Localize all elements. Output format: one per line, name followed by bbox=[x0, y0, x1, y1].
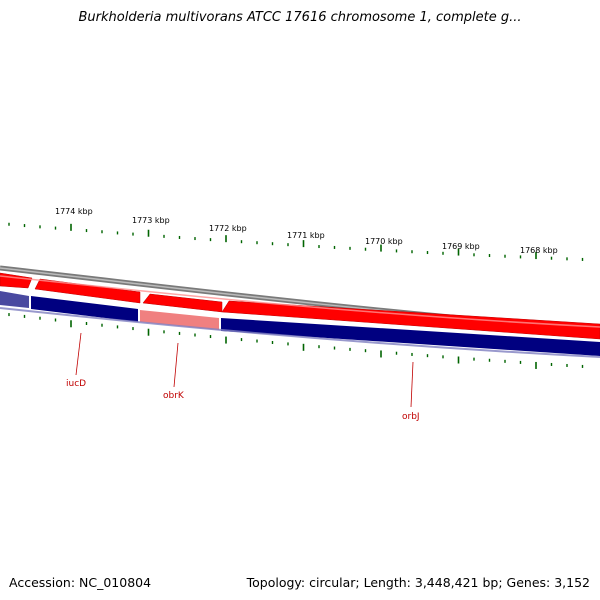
gene-forward-3[interactable] bbox=[142, 293, 223, 313]
ruler-label-1769: 1769 kbp bbox=[442, 242, 480, 251]
leader-line-orbJ bbox=[410, 361, 414, 408]
gene-forward-1[interactable] bbox=[0, 272, 33, 289]
gene-reverse-iucD[interactable] bbox=[31, 296, 138, 322]
gene-label-obrK[interactable]: obrK bbox=[163, 391, 185, 401]
map-title: Burkholderia multivorans ATCC 17616 chro… bbox=[78, 10, 522, 25]
ruler-labels: 1774 kbp 1773 kbp 1772 kbp 1771 kbp 1770… bbox=[55, 207, 558, 255]
ruler-label-1773: 1773 kbp bbox=[132, 216, 170, 225]
gene-reverse-1[interactable] bbox=[0, 291, 29, 308]
gene-reverse-orbJ[interactable] bbox=[221, 318, 600, 356]
forward-strand-track bbox=[0, 272, 600, 340]
ruler-label-1772: 1772 kbp bbox=[209, 224, 247, 233]
outer-ruler-ticks bbox=[8, 222, 584, 261]
gene-label-orbJ[interactable]: orbJ bbox=[402, 412, 420, 422]
accession-text: Accession: NC_010804 bbox=[9, 575, 152, 590]
ruler-label-1768: 1768 kbp bbox=[520, 246, 558, 255]
ruler-label-1774: 1774 kbp bbox=[55, 207, 93, 216]
gene-reverse-obrK[interactable] bbox=[140, 310, 219, 330]
gene-forward-4[interactable] bbox=[221, 300, 600, 340]
gene-label-iucD[interactable]: iucD bbox=[66, 379, 86, 389]
leader-line-obrK bbox=[173, 342, 179, 388]
ruler-label-1771: 1771 kbp bbox=[287, 231, 325, 240]
ruler-label-1770: 1770 kbp bbox=[365, 237, 403, 246]
leader-line-iucD bbox=[75, 332, 82, 376]
inner-ruler-ticks bbox=[8, 313, 584, 369]
topology-summary: Topology: circular; Length: 3,448,421 bp… bbox=[246, 575, 590, 590]
reverse-strand-track bbox=[0, 291, 600, 358]
